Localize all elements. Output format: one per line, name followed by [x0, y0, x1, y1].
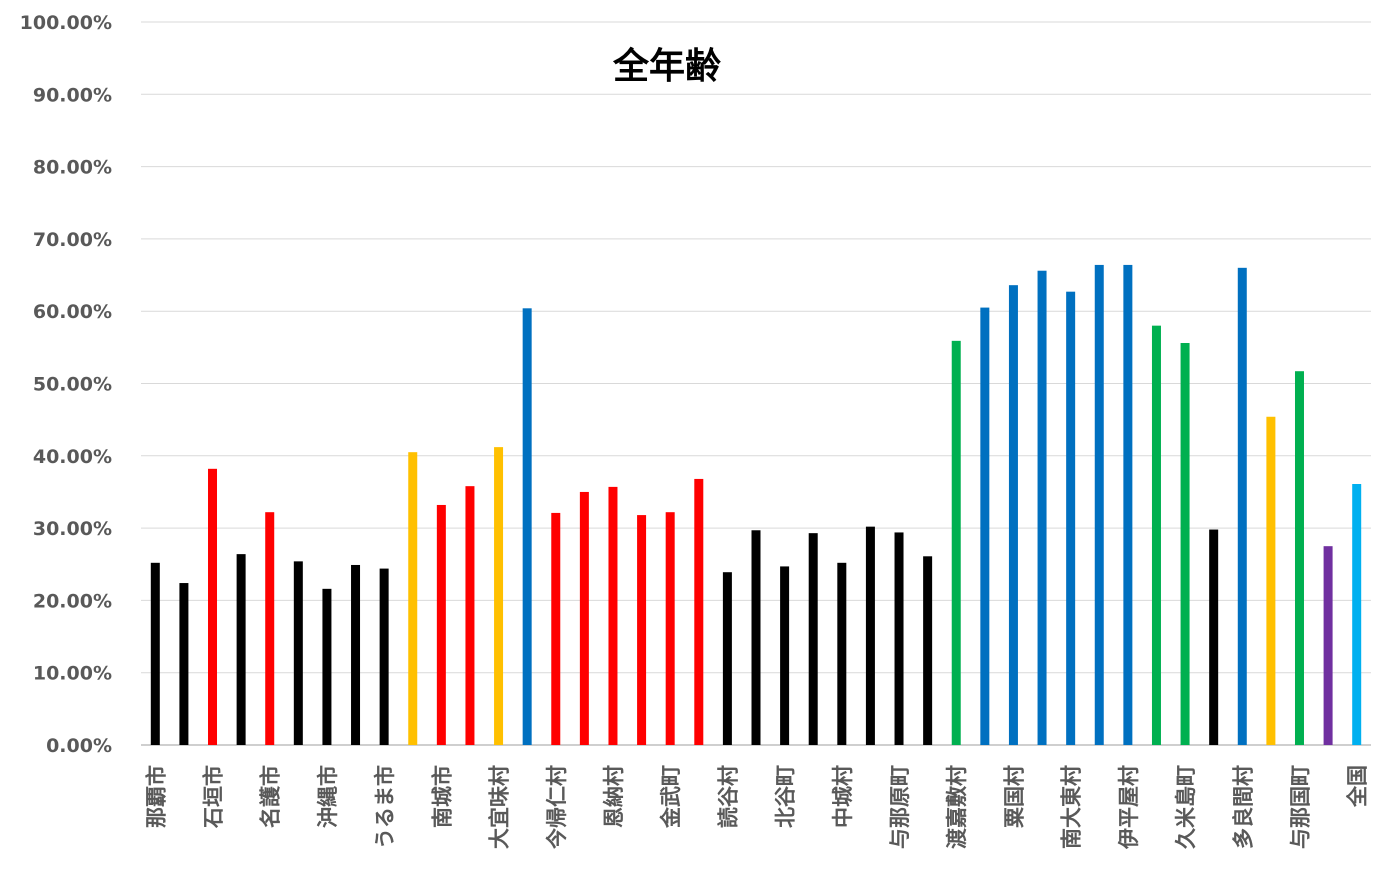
bar	[751, 530, 761, 745]
x-tick-label: 金武町	[659, 765, 683, 829]
bar	[865, 526, 875, 745]
y-tick-label: 40.00%	[33, 446, 112, 468]
y-tick-label: 70.00%	[33, 229, 112, 251]
bar	[608, 486, 618, 745]
bar	[265, 512, 275, 745]
x-tick-label: 那覇市	[144, 765, 168, 828]
y-tick-label: 60.00%	[33, 301, 112, 323]
x-tick-label: 今帰仁村	[545, 765, 569, 849]
bar	[980, 307, 990, 745]
y-tick-label: 80.00%	[33, 157, 112, 179]
bar	[1066, 291, 1076, 745]
y-tick-label: 20.00%	[33, 590, 112, 612]
bars	[150, 264, 1362, 745]
x-tick-label: 伊平屋村	[1117, 765, 1141, 850]
bar	[1123, 264, 1133, 745]
bar	[923, 556, 933, 745]
x-tick-label: 粟国村	[1002, 765, 1026, 829]
bar	[494, 447, 504, 745]
y-tick-label: 10.00%	[33, 663, 112, 685]
bar	[951, 340, 961, 745]
x-tick-label: 沖縄市	[316, 765, 340, 828]
x-tick-label: 全国	[1346, 765, 1370, 808]
bar	[837, 562, 847, 745]
bar	[894, 532, 904, 745]
y-tick-label: 50.00%	[33, 374, 112, 396]
x-tick-label: 南大東村	[1060, 765, 1084, 849]
bar	[293, 561, 303, 745]
bar	[1237, 267, 1247, 745]
bar	[808, 533, 818, 745]
x-tick-label: 北谷町	[774, 765, 798, 828]
x-tick-label: 中城村	[831, 765, 855, 828]
bar	[150, 562, 160, 745]
bar	[637, 515, 647, 745]
y-tick-label: 0.00%	[46, 735, 112, 757]
bar	[1180, 343, 1190, 745]
x-tick-label: うるま市	[373, 765, 397, 849]
x-tick-label: 渡嘉敷村	[945, 765, 969, 849]
chart-title: 全年齢	[612, 45, 721, 87]
x-tick-label: 与那国町	[1288, 765, 1312, 849]
bar	[408, 452, 418, 745]
gridlines	[141, 21, 1371, 746]
y-axis-tick-labels: 0.00% 10.00% 20.00% 30.00% 40.00% 50.00% 60.00…	[20, 12, 112, 757]
bar	[551, 512, 561, 745]
bar	[1323, 546, 1333, 745]
x-tick-label: 恩納村	[602, 765, 626, 828]
x-axis-tick-labels: 那覇市 石垣市 名護市 沖縄市 うるま市 南城市 大宜味村 今帰仁村 恩納村 金武町 読谷村 北谷町 中…	[144, 765, 1369, 850]
bar	[322, 588, 332, 745]
bar	[351, 564, 361, 745]
bar	[522, 308, 532, 745]
bar	[379, 568, 389, 745]
x-tick-label: 多良間村	[1231, 765, 1255, 849]
bar	[1037, 270, 1047, 745]
bar	[665, 512, 675, 745]
bar	[1008, 285, 1018, 745]
y-tick-label: 100.00%	[20, 12, 112, 34]
bar	[1266, 416, 1276, 745]
x-tick-label: 読谷村	[716, 765, 740, 828]
bar	[1352, 483, 1362, 745]
bar	[780, 566, 790, 745]
bar	[208, 468, 218, 745]
bar	[1209, 529, 1219, 745]
bar	[579, 491, 589, 745]
x-tick-label: 名護市	[259, 765, 283, 828]
x-tick-label: 石垣市	[202, 765, 226, 829]
bar	[722, 572, 732, 745]
x-tick-label: 南城市	[430, 765, 454, 828]
y-tick-label: 90.00%	[33, 84, 112, 106]
bar	[694, 478, 704, 745]
bar	[1151, 325, 1161, 745]
x-tick-label: 久米島町	[1174, 765, 1198, 849]
bar	[1094, 264, 1104, 745]
bar	[179, 583, 189, 745]
bar	[436, 504, 446, 745]
x-tick-label: 与那原町	[888, 765, 912, 849]
bar	[465, 486, 475, 745]
bar	[1294, 371, 1304, 745]
y-tick-label: 30.00%	[33, 518, 112, 540]
bar	[236, 554, 246, 745]
x-tick-label: 大宜味村	[488, 765, 512, 849]
